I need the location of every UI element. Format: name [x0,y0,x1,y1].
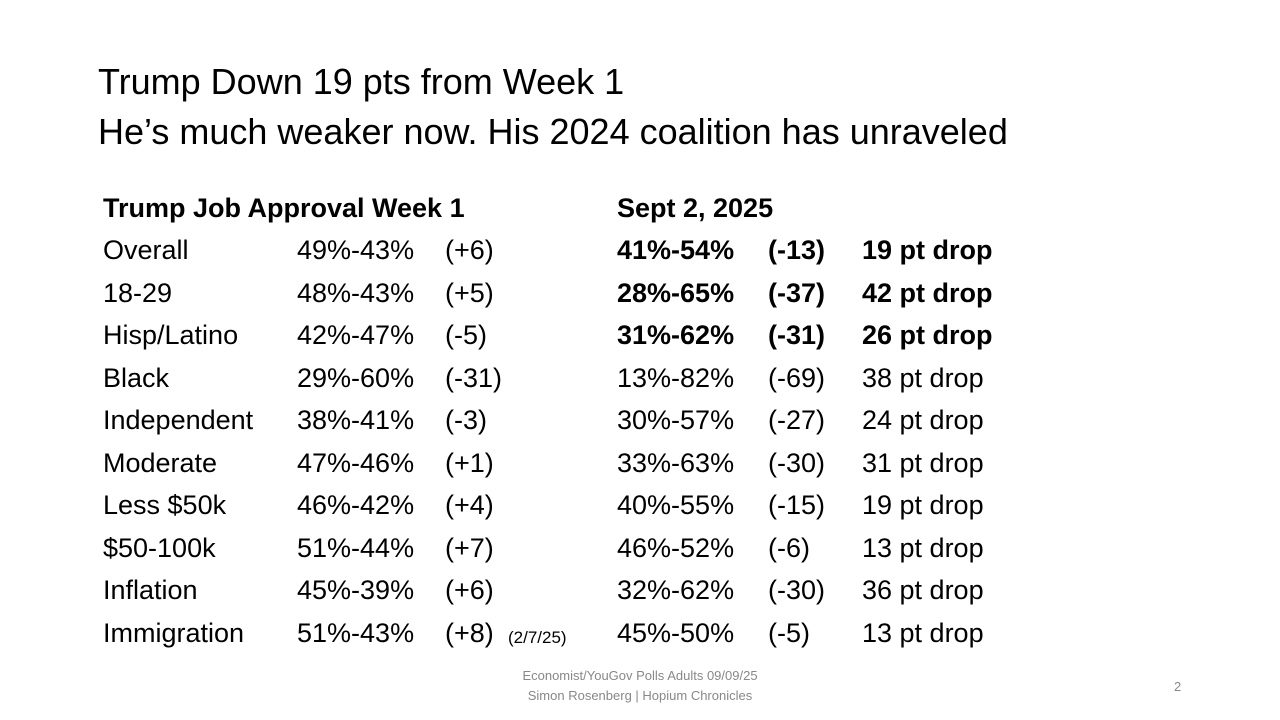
cell-sept: 40%-55% [617,490,735,520]
cell-week1-net: (-3) [445,405,487,435]
cell-week1: 51%-44% [297,532,415,563]
cell-label: Overall [103,235,189,265]
cell-drop: 13 pt drop [862,532,984,563]
cell-week1-net: (-5) [445,320,487,350]
cell-sept: 13%-82% [617,362,735,393]
cell-label: Moderate [103,447,218,478]
cell-week1-net: (+5) [445,277,494,308]
cell-label: 18-29 [103,277,173,308]
cell-drop: 19 pt drop [862,490,984,520]
cell-drop: 19 pt drop [862,235,993,265]
footer-source: Economist/YouGov Polls Adults 09/09/25 [522,668,758,683]
cell-week1-net: (+6) [445,575,494,605]
title: Trump Down 19 pts from Week 1 [98,61,625,102]
cell-sept-net: (-15) [768,490,826,520]
subtitle: He’s much weaker now. His 2024 coalition… [98,111,1008,152]
cell-sept: 41%-54% [617,235,735,265]
cell-week1: 49%-43% [297,235,415,265]
cell-label: Independent [103,405,254,435]
cell-week1-net: (+8) [445,617,494,648]
cell-week1: 51%-43% [297,617,415,648]
cell-week1-net: (+6) [445,235,494,265]
cell-drop: 24 pt drop [862,405,984,435]
header-week1: Trump Job Approval Week 1 [103,193,465,223]
page-number: 2 [1174,679,1182,694]
cell-sept: 45%-50% [617,617,735,648]
cell-week1: 45%-39% [297,575,415,605]
cell-label: Black [103,362,170,393]
cell-drop: 26 pt drop [862,320,993,350]
cell-drop: 38 pt drop [862,362,984,393]
cell-sept: 31%-62% [617,320,735,350]
cell-sept-net: (-6) [768,532,810,563]
cell-week1: 46%-42% [297,490,415,520]
cell-week1-net: (+1) [445,447,494,478]
cell-week1-net: (+4) [445,490,494,520]
cell-week1: 38%-41% [297,405,415,435]
footer-author: Simon Rosenberg | Hopium Chronicles [527,688,753,703]
cell-week1: 42%-47% [297,320,415,350]
cell-sept: 30%-57% [617,405,735,435]
cell-sept-net: (-31) [768,320,826,350]
cell-sept-net: (-27) [768,405,826,435]
cell-sept-net: (-30) [768,575,826,605]
cell-sept: 33%-63% [617,447,735,478]
cell-week1: 47%-46% [297,447,415,478]
cell-drop: 36 pt drop [862,575,984,605]
cell-label: $50-100k [103,532,216,563]
cell-week1: 48%-43% [297,277,415,308]
cell-sept: 32%-62% [617,575,735,605]
header-sept: Sept 2, 2025 [617,193,774,223]
cell-sept-net: (-30) [768,447,826,478]
cell-drop: 13 pt drop [862,617,984,648]
cell-week1-net: (-31) [445,362,503,393]
cell-sept-net: (-69) [768,362,826,393]
cell-week1: 29%-60% [297,362,415,393]
cell-drop: 42 pt drop [862,277,993,308]
cell-sept-net: (-13) [768,235,826,265]
cell-label: Hisp/Latino [103,320,239,350]
cell-label: Inflation [103,575,198,605]
cell-drop: 31 pt drop [862,447,984,478]
cell-week1-net: (+7) [445,532,494,563]
cell-sept: 46%-52% [617,532,735,563]
cell-label: Immigration [103,617,245,648]
cell-note: (2/7/25) [508,627,567,647]
cell-sept: 28%-65% [617,277,735,308]
cell-sept-net: (-5) [768,617,810,648]
cell-sept-net: (-37) [768,277,826,308]
cell-label: Less $50k [103,490,227,520]
